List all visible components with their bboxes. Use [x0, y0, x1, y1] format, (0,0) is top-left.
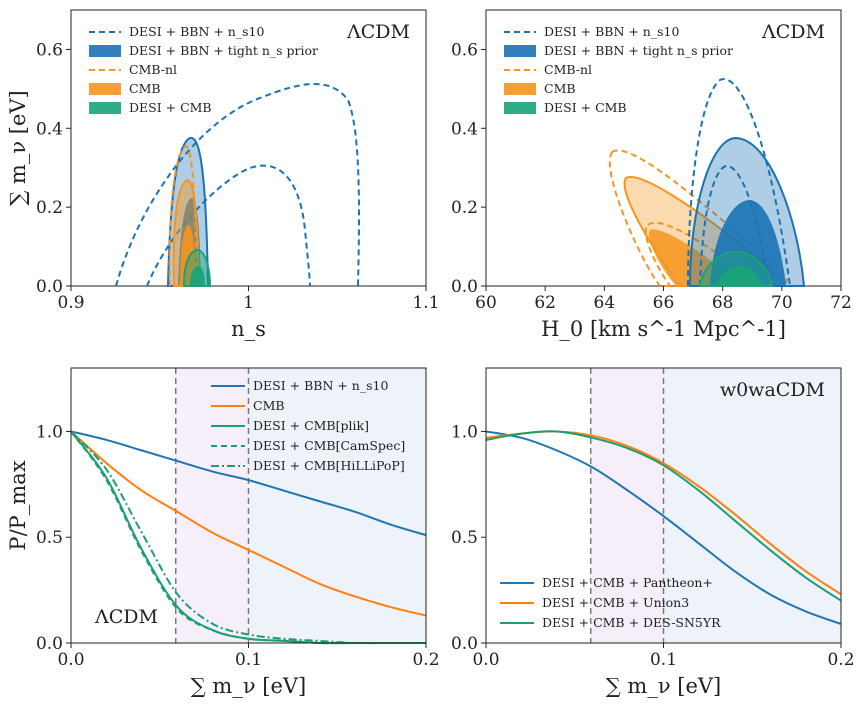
shaded-band-inverted-ordering [663, 368, 841, 643]
x-tick-label: 64 [594, 293, 616, 313]
y-tick-label: 0.6 [451, 40, 478, 60]
legend-label: DESI + BBN + n_s10 [129, 24, 264, 39]
x-tick-label: 0.1 [235, 650, 262, 670]
legend-label: CMB-nl [544, 62, 592, 77]
y-tick-label: 0.5 [451, 528, 478, 548]
x-tick-label: 68 [712, 293, 734, 313]
model-label: w0waCDM [720, 379, 825, 401]
y-tick-label: 0.2 [36, 198, 63, 218]
legend-label: DESI + BBN + n_s10 [544, 24, 679, 39]
legend-label: DESI + BBN + tight n_s prior [544, 43, 733, 58]
shaded-band-normal-ordering [175, 368, 249, 643]
legend-swatch [504, 45, 536, 57]
y-tick-label: 0.4 [451, 119, 478, 139]
x-axis-label: n_s [231, 317, 266, 341]
legend-swatch [89, 83, 121, 95]
model-label: ΛCDM [346, 21, 410, 43]
x-tick-label: 0.2 [827, 650, 854, 670]
y-tick-label: 0.6 [36, 40, 63, 60]
legend-label: CMB-nl [129, 62, 177, 77]
x-tick-label: 70 [771, 293, 793, 313]
x-axis-label: ∑ m_ν [eV] [606, 674, 722, 698]
y-tick-label: 0.0 [36, 277, 63, 297]
legend-label: DESI + CMB[HiLLiPoP] [253, 458, 405, 473]
panel-bottom-left: DESI + BBN + n_s10 CMB DESI + CMB[plik] DES… [70, 367, 427, 645]
y-axis-label: P/P_max [6, 460, 30, 550]
x-tick-label: 72 [830, 293, 852, 313]
x-tick-label: 0.0 [472, 650, 499, 670]
legend-label: DESI + BBN + n_s10 [253, 378, 388, 393]
legend-label: DESI + CMB + DES-SN5YR [542, 615, 721, 630]
x-tick-label: 62 [534, 293, 556, 313]
panel-top-right [485, 9, 842, 287]
contour-cmb-nl-outer [608, 149, 788, 287]
legend-label: DESI + CMB[plik] [253, 418, 369, 433]
legend-label: CMB [544, 81, 576, 96]
contour-cmb-inner [648, 229, 730, 286]
x-tick-label: 0.0 [57, 650, 84, 670]
plot-frame [70, 9, 427, 287]
y-tick-label: 1.0 [36, 422, 63, 442]
legend-swatch [504, 83, 536, 95]
series-line [485, 430, 842, 602]
contour-desi-cmb-inner [716, 265, 762, 286]
panel-bottom-right: DESI + CMB + Pantheon+ DESI + CMB + Union… [485, 367, 842, 644]
legend-label: DESI + CMB[CamSpec] [253, 438, 405, 453]
y-tick-label: 1.0 [451, 422, 478, 442]
legend-swatch [89, 45, 121, 57]
legend-label: DESI + CMB + Union3 [542, 595, 689, 610]
contour-desi-bbn-ns10-outer [115, 82, 360, 287]
x-tick-label: 1 [243, 293, 254, 313]
legend-label: DESI + CMB [544, 100, 627, 115]
y-tick-label: 0.5 [36, 528, 63, 548]
y-tick-label: 0.0 [451, 277, 478, 297]
y-tick-label: 0.4 [36, 119, 63, 139]
series-line [485, 430, 842, 625]
x-tick-label: 0.2 [412, 650, 439, 670]
shaded-band-normal-ordering [590, 368, 664, 643]
x-axis-label: ∑ m_ν [eV] [191, 674, 307, 698]
x-tick-label: 1.1 [412, 293, 439, 313]
y-tick-label: 0.2 [451, 198, 478, 218]
x-axis-label: H_0 [km s^-1 Mpc^-1] [541, 317, 786, 341]
y-tick-label: 0.0 [451, 634, 478, 654]
contour-desi-bbn-tight-inner [710, 200, 786, 286]
axis-labels-layer: 0.9 1 1.1 0.0 0.2 0.4 0.6 n_s ∑ m_ν [eV] ΛCDM 60 62… [6, 21, 855, 698]
model-label: ΛCDM [761, 21, 825, 43]
y-axis-label: ∑ m_ν [eV] [6, 90, 30, 206]
x-tick-label: 60 [475, 293, 497, 313]
series-line [70, 430, 427, 617]
legend-swatch [89, 102, 121, 114]
x-tick-label: 66 [653, 293, 675, 313]
legend-label: DESI + BBN + tight n_s prior [129, 43, 318, 58]
x-tick-label: 0.9 [57, 293, 84, 313]
legend-swatch [504, 102, 536, 114]
contour-cmb-inner [180, 225, 195, 286]
legend-label: DESI + CMB + Pantheon+ [542, 575, 713, 590]
contour-desi-cmb-inner [190, 266, 205, 286]
series-line [70, 430, 427, 537]
legend-label: CMB [253, 398, 285, 413]
contour-desi-bbn-ns10-outer [687, 78, 791, 287]
contour-cmb-nl [168, 144, 197, 287]
legend-label: CMB [129, 81, 161, 96]
legend-label: DESI + CMB [129, 100, 212, 115]
y-tick-label: 0.0 [36, 634, 63, 654]
model-label: ΛCDM [94, 606, 158, 628]
x-tick-label: 0.1 [650, 650, 677, 670]
panel-top-left [70, 9, 427, 287]
